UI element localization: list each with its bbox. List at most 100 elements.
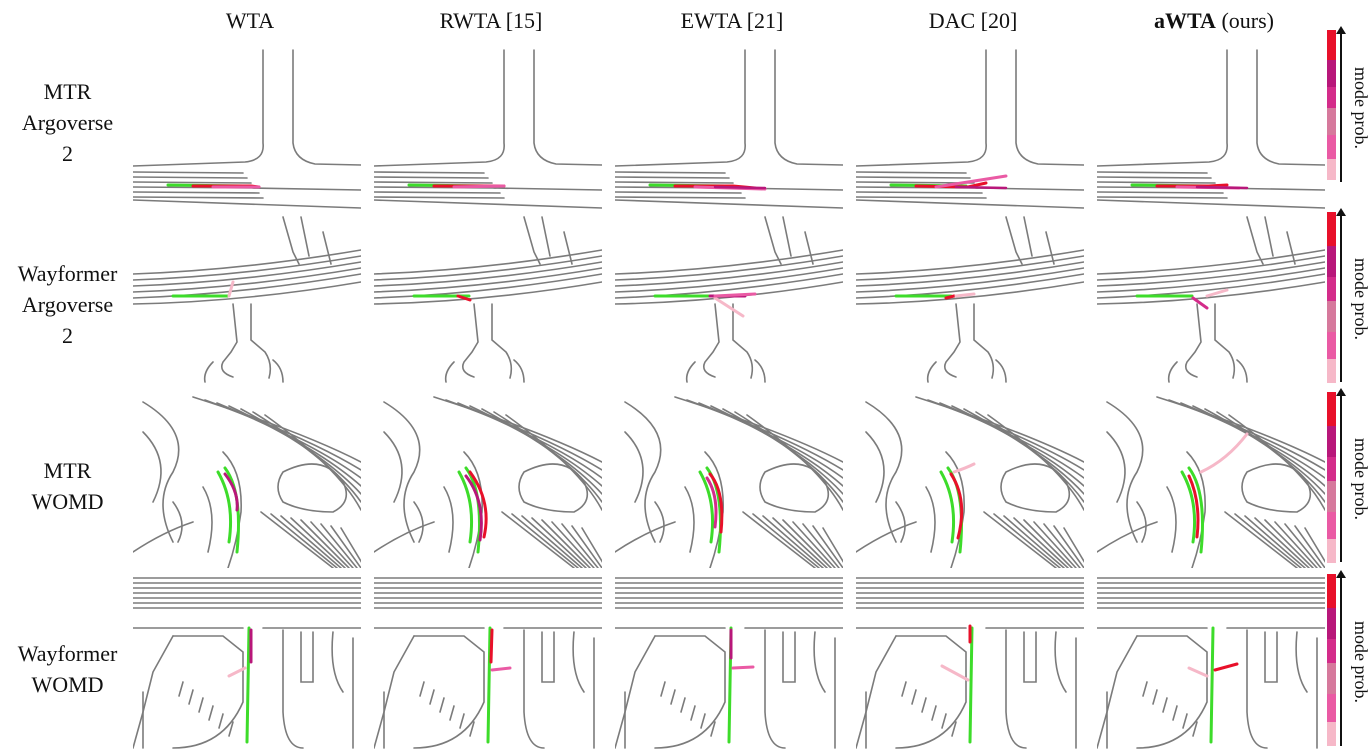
road-map	[374, 49, 602, 209]
road-map	[133, 577, 361, 749]
road-map	[1097, 216, 1325, 383]
road-map	[374, 577, 602, 749]
colorbar-segment	[1327, 212, 1336, 246]
trajectory-overlay	[940, 624, 974, 744]
mode-probability-colorbar	[1327, 212, 1336, 383]
trajectory-overlay	[486, 626, 512, 744]
trajectory-overlay	[166, 183, 261, 189]
trajectory-overlay	[653, 292, 757, 318]
colorbar-axis	[1340, 396, 1342, 562]
colorbar-label: mode prob.	[1351, 621, 1369, 703]
trajectory-overlay	[1187, 626, 1239, 744]
row-label-wayformer-argoverse: Wayformer Argoverse 2	[17, 261, 118, 348]
trajectory-overlay	[939, 462, 976, 554]
road-map	[1097, 396, 1325, 568]
arrow-up-icon	[1336, 26, 1346, 34]
trajectory-overlay	[1135, 288, 1229, 310]
scene-panel-parking-rwta	[374, 572, 602, 756]
row-label-mtr-argoverse: MTR Argoverse 2	[21, 79, 114, 166]
colorbar-segment	[1327, 639, 1336, 663]
scene-panel-roundabout-wta	[133, 392, 361, 568]
colorbar-segment	[1327, 392, 1336, 426]
colorbar-segment	[1327, 359, 1336, 383]
colorbar-segment	[1327, 663, 1336, 694]
scene-panel-roundabout-ewta	[615, 392, 843, 568]
scene-panel-roundabout-dac	[856, 392, 1084, 568]
row-label-wayformer-womd: Wayformer WOMD	[17, 641, 118, 697]
road-map	[133, 396, 361, 568]
road-map	[615, 49, 843, 209]
colorbar-label: mode prob.	[1351, 258, 1369, 340]
scene-panel-roundabout-rwta	[374, 392, 602, 568]
colorbar-segment	[1327, 332, 1336, 359]
colorbar-label: mode prob.	[1351, 67, 1369, 149]
colorbar-segment	[1327, 722, 1336, 746]
road-map	[615, 216, 843, 383]
mode-probability-colorbar	[1327, 574, 1336, 746]
road-map	[615, 396, 843, 568]
colorbar-segment	[1327, 135, 1336, 159]
colorbar-segment	[1327, 481, 1336, 512]
scene-panel-intersection-ewta	[615, 38, 843, 210]
trajectory-overlay	[457, 466, 488, 554]
road-map	[374, 216, 602, 383]
scene-panel-parking-wta	[133, 572, 361, 756]
trajectory-overlay	[727, 626, 755, 744]
column-header-awta: aWTA (ours)	[1154, 8, 1274, 33]
colorbar-segment	[1327, 277, 1336, 301]
colorbar-axis	[1340, 578, 1342, 746]
scene-panel-junction-dac	[856, 212, 1084, 388]
trajectory-overlay	[889, 174, 1008, 190]
scene-panel-junction-rwta	[374, 212, 602, 388]
mode-probability-colorbar	[1327, 392, 1336, 563]
scene-panel-intersection-rwta	[374, 38, 602, 210]
colorbar-segment	[1327, 30, 1336, 60]
road-map	[1097, 577, 1325, 749]
arrow-up-icon	[1336, 208, 1346, 216]
trajectory-overlay	[1180, 432, 1249, 554]
colorbar-axis	[1340, 216, 1342, 382]
column-header-ewta: EWTA [21]	[680, 8, 784, 33]
colorbar-segment	[1327, 457, 1336, 481]
trajectory-overlay	[412, 294, 472, 302]
scene-panel-intersection-dac	[856, 38, 1084, 210]
road-map	[615, 577, 843, 749]
trajectory-overlay	[894, 292, 976, 300]
trajectory-overlay	[216, 466, 240, 554]
colorbar-segment	[1327, 512, 1336, 539]
arrow-up-icon	[1336, 570, 1346, 578]
road-map	[856, 216, 1084, 383]
trajectory-overlay	[171, 280, 235, 298]
trajectory-overlay	[1130, 183, 1249, 190]
trajectory-overlay	[698, 466, 724, 554]
scene-panel-parking-ewta	[615, 572, 843, 756]
trajectory-overlay	[648, 183, 767, 191]
colorbar-segment	[1327, 539, 1336, 563]
scene-panel-parking-awta	[1097, 572, 1325, 756]
trajectory-overlay	[407, 183, 506, 189]
scene-panel-intersection-awta	[1097, 38, 1325, 210]
scene-panel-parking-dac	[856, 572, 1084, 756]
row-label-mtr-womd: MTR WOMD	[31, 458, 104, 514]
colorbar-segment	[1327, 694, 1336, 722]
colorbar-segment	[1327, 426, 1336, 457]
colorbar-label: mode prob.	[1351, 438, 1369, 520]
colorbar-segment	[1327, 608, 1336, 639]
arrow-up-icon	[1336, 388, 1346, 396]
scene-panel-roundabout-awta	[1097, 392, 1325, 568]
mode-probability-colorbar	[1327, 30, 1336, 180]
road-map	[133, 216, 361, 383]
colorbar-axis	[1340, 34, 1342, 182]
column-header-wta: WTA	[225, 8, 275, 33]
colorbar-segment	[1327, 60, 1336, 87]
colorbar-segment	[1327, 159, 1336, 180]
scene-panel-junction-wta	[133, 212, 361, 388]
column-header-dac: DAC [20]	[928, 8, 1018, 33]
colorbar-segment	[1327, 108, 1336, 135]
column-header-rwta: RWTA [15]	[439, 8, 543, 33]
colorbar-segment	[1327, 574, 1336, 608]
colorbar-segment	[1327, 246, 1336, 277]
scene-panel-junction-ewta	[615, 212, 843, 388]
road-map	[374, 396, 602, 568]
road-map	[856, 577, 1084, 749]
